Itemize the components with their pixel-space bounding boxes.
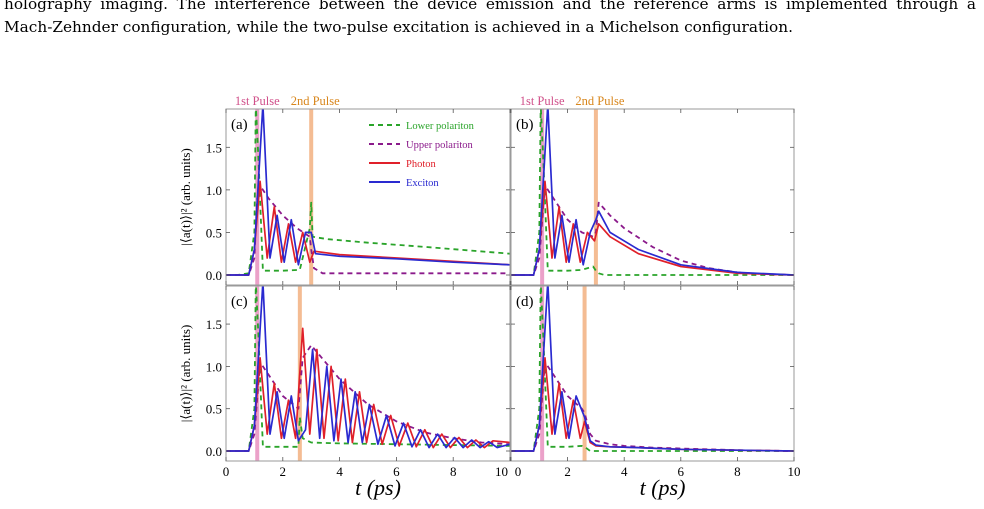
panel-frame (510, 108, 795, 286)
panel-label: (c) (231, 294, 248, 310)
x-tick-label: 6 (678, 464, 685, 479)
y-tick-label: 1.5 (206, 140, 222, 155)
panel-frame (510, 285, 795, 462)
panel-label: (a) (231, 117, 248, 133)
panel-d: (d) 0 2 4 6 8 10 t (ps) (510, 285, 801, 500)
pulse-1-label: 1st Pulse (520, 94, 565, 108)
x-tick-label: 4 (621, 464, 628, 479)
series-exciton (511, 109, 794, 276)
series-photon (511, 180, 794, 276)
x-tick-label: 6 (393, 464, 400, 479)
panel-label: (b) (516, 117, 534, 133)
paragraph-line-2: Mach-Zehnder configuration, while the tw… (4, 18, 793, 36)
body-text: holography imaging. The interference bet… (4, 0, 976, 39)
x-tick-label: 10 (495, 464, 508, 479)
y-axis-label: |⟨a(t)⟩|² (arb. units) (178, 148, 193, 246)
legend-label: Lower polariton (406, 121, 475, 132)
series-upper-polariton (226, 184, 510, 276)
pulse-2-label: 2nd Pulse (575, 94, 624, 108)
pulse-2-marker (593, 109, 598, 285)
x-tick-label: 2 (280, 464, 287, 479)
legend: Lower polariton Upper polariton Photon Exci… (369, 121, 475, 189)
pulse-1-label: 1st Pulse (235, 94, 280, 108)
series-lower-polariton (511, 286, 794, 452)
x-tick-label: 8 (450, 464, 457, 479)
series-exciton (226, 286, 510, 452)
panel-frame (225, 285, 511, 462)
pulse-2-label: 2nd Pulse (291, 94, 340, 108)
paragraph-line-1: holography imaging. The interference bet… (4, 0, 976, 13)
x-tick-label: 0 (515, 464, 522, 479)
pulse-2-marker (582, 286, 587, 461)
x-tick-label: 10 (788, 464, 801, 479)
pulse-2-marker (309, 109, 314, 285)
y-tick-label: 0.5 (206, 402, 222, 417)
legend-label: Upper polariton (406, 140, 474, 151)
series-exciton (511, 286, 794, 452)
panel-a: (a) 0.0 0.5 1.0 1.5 |⟨a(t)⟩|² (arb. units) 1st… (178, 94, 511, 286)
x-axis-label: t (ps) (355, 475, 401, 500)
y-axis-label: |⟨a(t)⟩|² (arb. units) (178, 325, 193, 423)
x-tick-label: 0 (223, 464, 230, 479)
series-exciton (226, 109, 510, 276)
series-lower-polariton (511, 109, 794, 276)
x-tick-label: 4 (336, 464, 343, 479)
series-lower-polariton (226, 109, 510, 276)
y-tick-label: 0.0 (206, 444, 222, 459)
x-tick-label: 2 (564, 464, 571, 479)
y-tick-label: 1.5 (206, 317, 222, 332)
legend-label: Photon (406, 159, 437, 170)
panel-c: (c) 0.0 0.5 1.0 1.5 |⟨a(t)⟩|² (arb. units) 0 2 4… (178, 285, 511, 500)
y-tick-label: 0.5 (206, 225, 222, 240)
x-axis-label: t (ps) (640, 475, 686, 500)
x-tick-label: 8 (734, 464, 741, 479)
panel-label: (d) (516, 294, 534, 310)
panel-b: (b) 1st Pulse 2nd Pulse (510, 94, 795, 286)
legend-label: Exciton (406, 178, 439, 189)
y-tick-label: 1.0 (206, 359, 222, 374)
y-tick-label: 1.0 (206, 183, 222, 198)
panel-frame (225, 108, 511, 286)
series-photon (226, 327, 510, 452)
y-tick-label: 0.0 (206, 268, 222, 283)
